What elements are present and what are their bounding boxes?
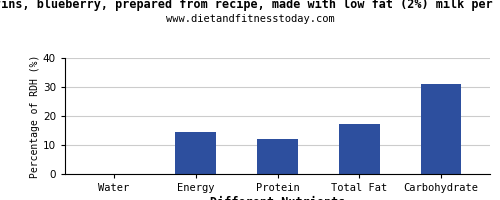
Bar — [257, 139, 298, 174]
X-axis label: Different Nutrients: Different Nutrients — [210, 196, 345, 200]
Y-axis label: Percentage of RDH (%): Percentage of RDH (%) — [30, 54, 40, 178]
Bar — [176, 132, 216, 174]
Bar — [339, 124, 380, 174]
Text: www.dietandfitnesstoday.com: www.dietandfitnesstoday.com — [166, 14, 334, 24]
Text: fins, blueberry, prepared from recipe, made with low fat (2%) milk per 1: fins, blueberry, prepared from recipe, m… — [0, 0, 500, 11]
Bar — [420, 84, 462, 174]
